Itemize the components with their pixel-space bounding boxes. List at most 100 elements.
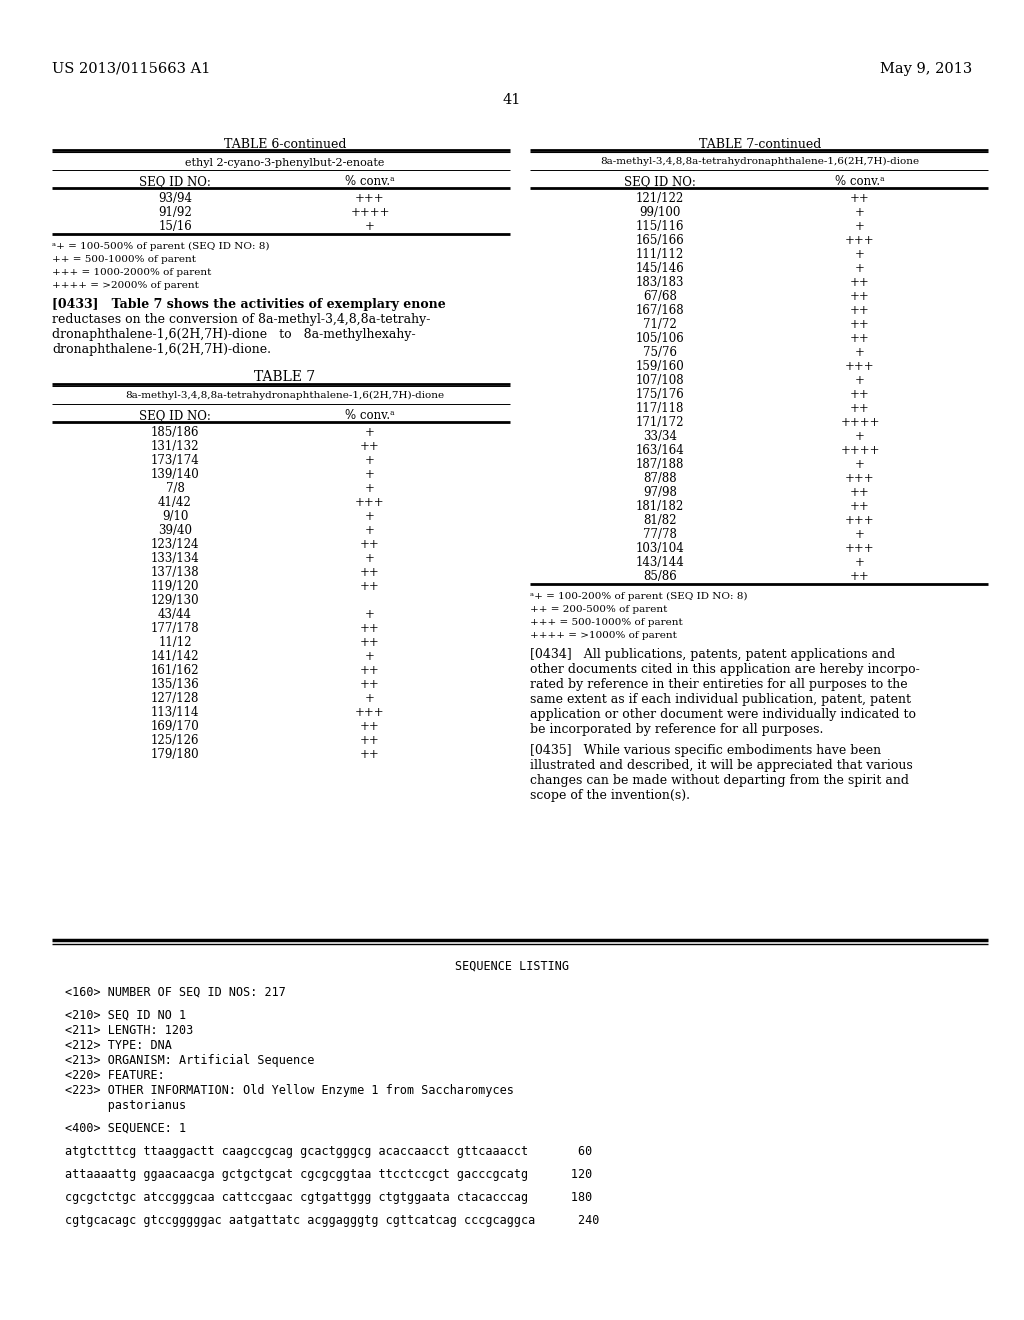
Text: <223> OTHER INFORMATION: Old Yellow Enzyme 1 from Saccharomyces: <223> OTHER INFORMATION: Old Yellow Enzy… (65, 1084, 514, 1097)
Text: 175/176: 175/176 (636, 388, 684, 401)
Text: ++ = 500-1000% of parent: ++ = 500-1000% of parent (52, 255, 196, 264)
Text: 81/82: 81/82 (643, 513, 677, 527)
Text: +: + (366, 692, 375, 705)
Text: 139/140: 139/140 (151, 469, 200, 480)
Text: 33/34: 33/34 (643, 430, 677, 444)
Text: 159/160: 159/160 (636, 360, 684, 374)
Text: 99/100: 99/100 (639, 206, 681, 219)
Text: 87/88: 87/88 (643, 473, 677, 484)
Text: scope of the invention(s).: scope of the invention(s). (530, 789, 690, 803)
Text: 167/168: 167/168 (636, 304, 684, 317)
Text: <213> ORGANISM: Artificial Sequence: <213> ORGANISM: Artificial Sequence (65, 1053, 314, 1067)
Text: 71/72: 71/72 (643, 318, 677, 331)
Text: 85/86: 85/86 (643, 570, 677, 583)
Text: +: + (855, 556, 865, 569)
Text: ++: ++ (360, 539, 380, 550)
Text: +++: +++ (845, 473, 874, 484)
Text: US 2013/0115663 A1: US 2013/0115663 A1 (52, 62, 210, 77)
Text: 169/170: 169/170 (151, 719, 200, 733)
Text: +++ = 500-1000% of parent: +++ = 500-1000% of parent (530, 618, 683, 627)
Text: 183/183: 183/183 (636, 276, 684, 289)
Text: 41/42: 41/42 (158, 496, 191, 510)
Text: 119/120: 119/120 (151, 579, 200, 593)
Text: ++: ++ (360, 636, 380, 649)
Text: 135/136: 135/136 (151, 678, 200, 690)
Text: 163/164: 163/164 (636, 444, 684, 457)
Text: <160> NUMBER OF SEQ ID NOS: 217: <160> NUMBER OF SEQ ID NOS: 217 (65, 986, 286, 999)
Text: attaaaattg ggaacaacga gctgctgcat cgcgcggtaa ttcctccgct gacccgcatg      120: attaaaattg ggaacaacga gctgctgcat cgcgcgg… (65, 1168, 592, 1181)
Text: 97/98: 97/98 (643, 486, 677, 499)
Text: +: + (366, 609, 375, 620)
Text: changes can be made without departing from the spirit and: changes can be made without departing fr… (530, 774, 909, 787)
Text: <400> SEQUENCE: 1: <400> SEQUENCE: 1 (65, 1122, 186, 1135)
Text: 125/126: 125/126 (151, 734, 200, 747)
Text: TABLE 7-continued: TABLE 7-continued (698, 139, 821, 150)
Text: ++: ++ (850, 191, 869, 205)
Text: May 9, 2013: May 9, 2013 (880, 62, 972, 77)
Text: SEQ ID NO:: SEQ ID NO: (139, 409, 211, 422)
Text: +: + (366, 426, 375, 440)
Text: +++: +++ (845, 543, 874, 554)
Text: +: + (855, 220, 865, 234)
Text: <211> LENGTH: 1203: <211> LENGTH: 1203 (65, 1024, 194, 1038)
Text: application or other document were individually indicated to: application or other document were indiv… (530, 708, 916, 721)
Text: ethyl 2-cyano-3-phenylbut-2-enoate: ethyl 2-cyano-3-phenylbut-2-enoate (185, 158, 385, 168)
Text: be incorporated by reference for all purposes.: be incorporated by reference for all pur… (530, 723, 823, 737)
Text: +++: +++ (355, 191, 385, 205)
Text: 121/122: 121/122 (636, 191, 684, 205)
Text: 7/8: 7/8 (166, 482, 184, 495)
Text: [0435]   While various specific embodiments have been: [0435] While various specific embodiment… (530, 744, 881, 756)
Text: 141/142: 141/142 (151, 649, 200, 663)
Text: 161/162: 161/162 (151, 664, 200, 677)
Text: +: + (366, 552, 375, 565)
Text: 129/130: 129/130 (151, 594, 200, 607)
Text: ++: ++ (850, 304, 869, 317)
Text: ++++ = >2000% of parent: ++++ = >2000% of parent (52, 281, 199, 290)
Text: 173/174: 173/174 (151, 454, 200, 467)
Text: ++: ++ (850, 403, 869, 414)
Text: 8a-methyl-3,4,8,8a-tetrahydronaphthalene-1,6(2H,7H)-dione: 8a-methyl-3,4,8,8a-tetrahydronaphthalene… (600, 157, 920, 166)
Text: cgtgcacagc gtccgggggac aatgattatc acggagggtg cgttcatcag cccgcaggca      240: cgtgcacagc gtccgggggac aatgattatc acggag… (65, 1214, 599, 1228)
Text: +++: +++ (845, 513, 874, 527)
Text: 107/108: 107/108 (636, 374, 684, 387)
Text: ++++: ++++ (350, 206, 390, 219)
Text: <212> TYPE: DNA: <212> TYPE: DNA (65, 1039, 172, 1052)
Text: +++ = 1000-2000% of parent: +++ = 1000-2000% of parent (52, 268, 211, 277)
Text: 43/44: 43/44 (158, 609, 193, 620)
Text: 137/138: 137/138 (151, 566, 200, 579)
Text: ++: ++ (850, 276, 869, 289)
Text: reductases on the conversion of 8a-methyl-3,4,8,8a-tetrahy-: reductases on the conversion of 8a-methy… (52, 313, 430, 326)
Text: 185/186: 185/186 (151, 426, 200, 440)
Text: ++: ++ (850, 570, 869, 583)
Text: dronaphthalene-1,6(2H,7H)-dione.: dronaphthalene-1,6(2H,7H)-dione. (52, 343, 271, 356)
Text: 177/178: 177/178 (151, 622, 200, 635)
Text: 103/104: 103/104 (636, 543, 684, 554)
Text: +: + (855, 374, 865, 387)
Text: +: + (855, 248, 865, 261)
Text: +++: +++ (355, 496, 385, 510)
Text: 171/172: 171/172 (636, 416, 684, 429)
Text: 115/116: 115/116 (636, 220, 684, 234)
Text: <220> FEATURE:: <220> FEATURE: (65, 1069, 165, 1082)
Text: 8a-methyl-3,4,8,8a-tetrahydronaphthalene-1,6(2H,7H)-dione: 8a-methyl-3,4,8,8a-tetrahydronaphthalene… (125, 391, 444, 400)
Text: +: + (855, 346, 865, 359)
Text: +: + (366, 220, 375, 234)
Text: ++ = 200-500% of parent: ++ = 200-500% of parent (530, 605, 668, 614)
Text: ++: ++ (850, 333, 869, 345)
Text: 179/180: 179/180 (151, 748, 200, 762)
Text: +: + (855, 206, 865, 219)
Text: 127/128: 127/128 (151, 692, 200, 705)
Text: ++: ++ (360, 748, 380, 762)
Text: ++: ++ (360, 734, 380, 747)
Text: ++: ++ (850, 486, 869, 499)
Text: ++++ = >1000% of parent: ++++ = >1000% of parent (530, 631, 677, 640)
Text: SEQUENCE LISTING: SEQUENCE LISTING (455, 960, 569, 973)
Text: ᵃ+ = 100-500% of parent (SEQ ID NO: 8): ᵃ+ = 100-500% of parent (SEQ ID NO: 8) (52, 242, 269, 251)
Text: same extent as if each individual publication, patent, patent: same extent as if each individual public… (530, 693, 911, 706)
Text: +: + (855, 261, 865, 275)
Text: +++: +++ (355, 706, 385, 719)
Text: 93/94: 93/94 (158, 191, 193, 205)
Text: illustrated and described, it will be appreciated that various: illustrated and described, it will be ap… (530, 759, 912, 772)
Text: ++: ++ (360, 440, 380, 453)
Text: 39/40: 39/40 (158, 524, 193, 537)
